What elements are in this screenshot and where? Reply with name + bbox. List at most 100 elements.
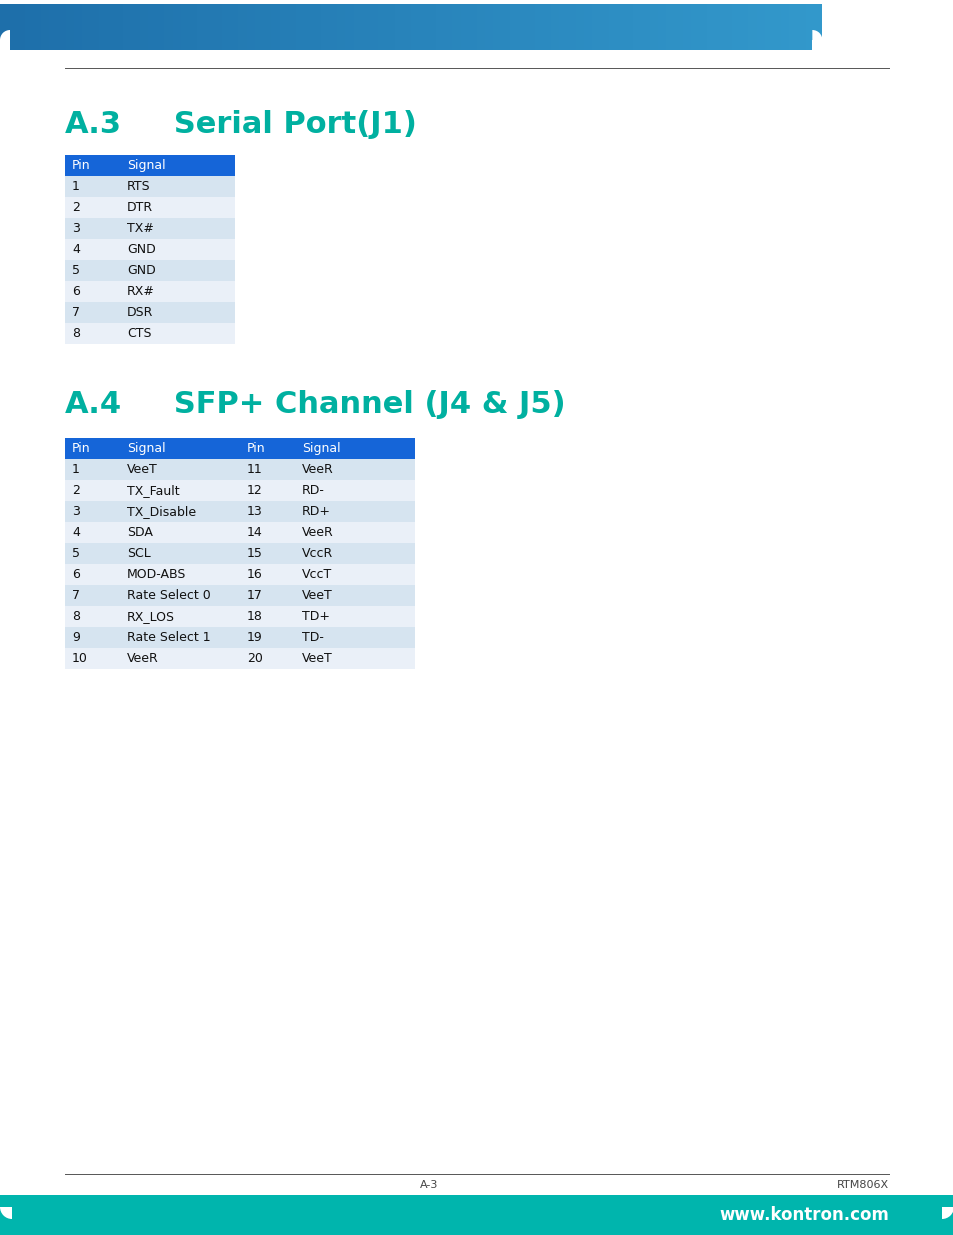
- Bar: [189, 4, 197, 49]
- Bar: [247, 4, 254, 49]
- Text: 19: 19: [247, 631, 262, 643]
- Text: 13: 13: [247, 505, 262, 517]
- Text: 9: 9: [71, 631, 80, 643]
- Bar: [205, 4, 213, 49]
- Bar: [674, 4, 681, 49]
- Bar: [172, 4, 181, 49]
- Bar: [517, 4, 526, 49]
- Bar: [65, 585, 120, 606]
- Bar: [386, 4, 395, 49]
- Bar: [608, 4, 616, 49]
- Bar: [65, 438, 120, 459]
- Text: VeeT: VeeT: [302, 652, 333, 664]
- Bar: [509, 4, 517, 49]
- Bar: [65, 459, 120, 480]
- Bar: [25, 4, 32, 49]
- Bar: [240, 648, 294, 669]
- Text: 11: 11: [247, 463, 262, 475]
- Bar: [812, 40, 821, 49]
- Bar: [240, 480, 294, 501]
- Bar: [120, 543, 240, 564]
- Bar: [789, 4, 797, 49]
- Bar: [294, 564, 415, 585]
- Bar: [65, 324, 120, 345]
- Bar: [120, 177, 234, 198]
- Bar: [592, 4, 599, 49]
- Bar: [115, 4, 123, 49]
- Text: DTR: DTR: [127, 201, 153, 214]
- Text: 4: 4: [71, 526, 80, 538]
- Bar: [120, 522, 240, 543]
- Bar: [120, 303, 234, 324]
- Text: 18: 18: [247, 610, 263, 622]
- Bar: [120, 324, 234, 345]
- Bar: [336, 4, 345, 49]
- Text: RX#: RX#: [127, 285, 154, 298]
- Text: GND: GND: [127, 264, 155, 277]
- Bar: [294, 459, 415, 480]
- Bar: [98, 4, 107, 49]
- Bar: [156, 4, 164, 49]
- Text: A-3: A-3: [419, 1179, 438, 1191]
- Bar: [65, 240, 120, 261]
- Bar: [320, 4, 329, 49]
- Bar: [41, 4, 50, 49]
- Bar: [65, 156, 120, 177]
- Text: Pin: Pin: [71, 442, 91, 454]
- Bar: [120, 198, 234, 219]
- Text: DSR: DSR: [127, 306, 153, 319]
- Bar: [66, 4, 74, 49]
- Bar: [294, 438, 415, 459]
- Bar: [288, 4, 295, 49]
- Bar: [756, 4, 764, 49]
- Text: VeeR: VeeR: [127, 652, 158, 664]
- Bar: [238, 4, 247, 49]
- Bar: [197, 4, 205, 49]
- Bar: [616, 4, 624, 49]
- Bar: [120, 459, 240, 480]
- Bar: [419, 4, 427, 49]
- Text: VccR: VccR: [302, 547, 333, 559]
- Bar: [649, 4, 658, 49]
- Bar: [452, 4, 460, 49]
- Bar: [120, 501, 240, 522]
- Bar: [65, 303, 120, 324]
- Bar: [140, 4, 148, 49]
- Bar: [240, 438, 294, 459]
- Bar: [599, 4, 608, 49]
- Text: A.4: A.4: [65, 390, 122, 419]
- Bar: [558, 4, 567, 49]
- Text: MOD-ABS: MOD-ABS: [127, 568, 186, 580]
- Bar: [436, 4, 443, 49]
- Bar: [65, 543, 120, 564]
- Text: 4: 4: [71, 243, 80, 256]
- Text: Signal: Signal: [127, 159, 166, 172]
- Text: 1: 1: [71, 463, 80, 475]
- Bar: [263, 4, 271, 49]
- Text: SDA: SDA: [127, 526, 152, 538]
- Bar: [294, 480, 415, 501]
- Bar: [65, 627, 120, 648]
- Bar: [0, 4, 9, 49]
- Text: 6: 6: [71, 285, 80, 298]
- Text: Serial Port(J1): Serial Port(J1): [110, 110, 416, 140]
- Text: 5: 5: [71, 264, 80, 277]
- Bar: [658, 4, 665, 49]
- Bar: [583, 4, 592, 49]
- Text: 8: 8: [71, 327, 80, 340]
- Bar: [715, 4, 723, 49]
- Text: RTS: RTS: [127, 180, 151, 193]
- Bar: [120, 564, 240, 585]
- Bar: [120, 606, 240, 627]
- Bar: [740, 4, 747, 49]
- Text: Pin: Pin: [247, 442, 265, 454]
- Bar: [706, 4, 715, 49]
- Bar: [781, 4, 789, 49]
- Bar: [230, 4, 238, 49]
- Bar: [764, 4, 772, 49]
- Bar: [411, 4, 419, 49]
- Bar: [534, 4, 542, 49]
- Text: 6: 6: [71, 568, 80, 580]
- Bar: [65, 564, 120, 585]
- Bar: [294, 627, 415, 648]
